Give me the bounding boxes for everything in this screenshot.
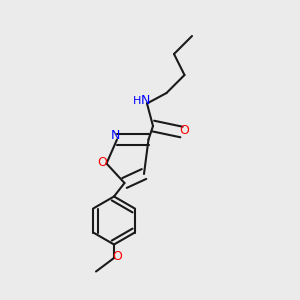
Text: H: H: [133, 95, 142, 106]
Text: O: O: [180, 124, 189, 137]
Text: O: O: [97, 155, 107, 169]
Text: O: O: [113, 250, 122, 263]
Text: N: N: [111, 129, 120, 142]
Text: N: N: [141, 94, 150, 107]
